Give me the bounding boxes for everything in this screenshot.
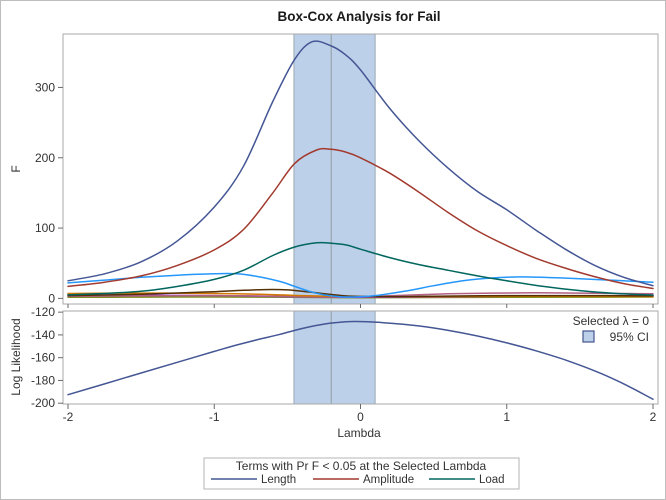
legend-entry-label: Load xyxy=(479,474,505,486)
legend-entry-load: Load xyxy=(429,474,505,486)
axis-tick-layer: 0 100 200 300 -120 -140 -160 -180 -200 -2 -1 0 1 2 xyxy=(31,80,657,424)
y-tick-label: -180 xyxy=(31,373,55,387)
x-tick-label: 0 xyxy=(357,410,364,424)
series-load-line xyxy=(67,241,654,296)
f-vs-lambda-curves xyxy=(67,40,654,299)
y-tick-label: -160 xyxy=(31,351,55,365)
terms-legend-entries: Length Amplitude Load xyxy=(211,474,505,486)
y-tick-label: 0 xyxy=(48,291,55,305)
ci-legend-label: 95% CI xyxy=(610,330,649,344)
x-tick-label: 2 xyxy=(650,410,657,424)
f-axis-label: F xyxy=(9,165,23,172)
legend-entry-length: Length xyxy=(211,474,296,486)
series-amplitude-line xyxy=(67,147,654,290)
series-log-likelihood-line xyxy=(67,320,654,400)
ci-legend-swatch xyxy=(582,330,595,343)
ci-band xyxy=(293,311,376,404)
terms-legend-box xyxy=(203,457,520,490)
page-title: Box-Cox Analysis for Fail xyxy=(277,9,440,24)
legend-entry-label: Length xyxy=(261,474,296,486)
x-tick-label: -2 xyxy=(63,410,74,424)
legend-entry-amplitude: Amplitude xyxy=(313,474,414,486)
terms-legend: Terms with Pr F < 0.05 at the Selected L… xyxy=(203,457,520,490)
selected-lambda-legend: Selected λ = 0 95% CI xyxy=(573,314,650,344)
lambda-axis-label: Lambda xyxy=(337,426,381,440)
terms-legend-title: Terms with Pr F < 0.05 at the Selected L… xyxy=(236,459,487,473)
y-tick-label: 100 xyxy=(35,221,55,235)
x-tick-label: -1 xyxy=(209,410,220,424)
y-tick-label: -140 xyxy=(31,328,55,342)
log-likelihood-vs-lambda-curves xyxy=(67,320,654,400)
selected-lambda-value: Selected λ = 0 xyxy=(573,314,650,328)
series-unlabeled-sky-blue-line xyxy=(67,272,654,298)
x-tick-label: 1 xyxy=(503,410,510,424)
log-likelihood-axis-label: Log Likelihood xyxy=(9,318,23,395)
series-length-line xyxy=(67,40,654,287)
y-tick-label: -120 xyxy=(31,305,55,319)
ci-band xyxy=(293,34,376,304)
legend-entry-label: Amplitude xyxy=(363,474,414,486)
y-tick-label: 300 xyxy=(35,80,55,94)
y-tick-label: 200 xyxy=(35,151,55,165)
ci-band-layer xyxy=(293,34,376,404)
y-tick-label: -200 xyxy=(31,396,55,410)
series-layer xyxy=(67,40,654,400)
